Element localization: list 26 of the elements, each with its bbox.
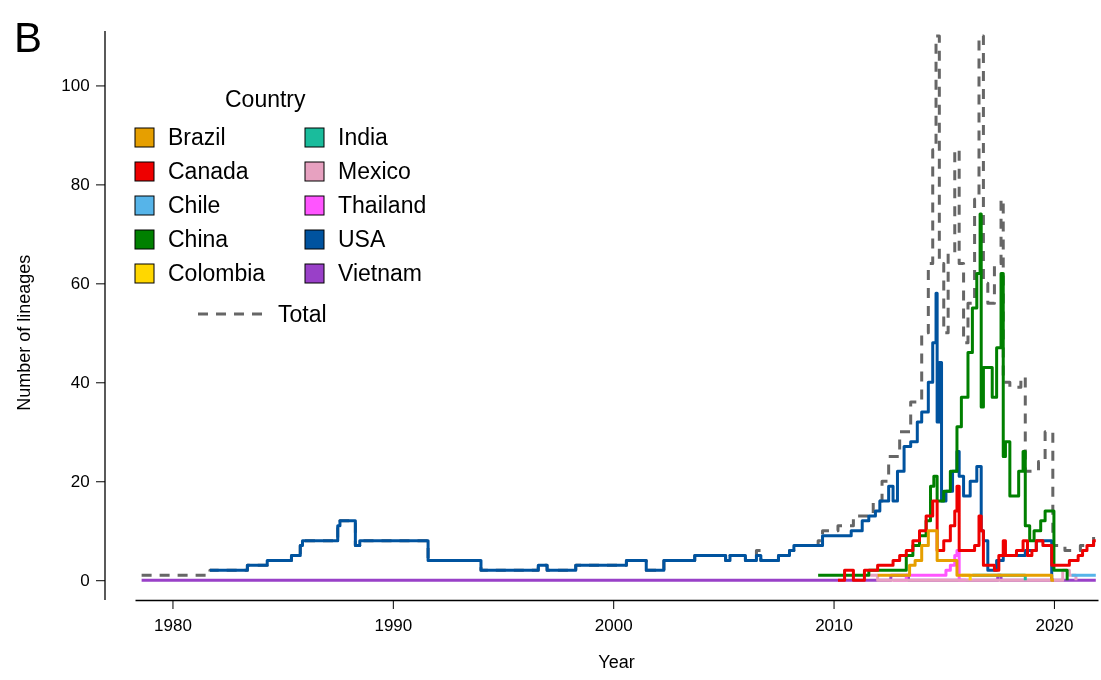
y-tick-label: 60 [70, 274, 90, 294]
y-tick-label: 20 [70, 472, 90, 492]
legend-label: Thailand [338, 192, 427, 218]
legend-title: Country [225, 86, 307, 112]
legend-label: Mexico [338, 158, 411, 184]
y-tick-label: 100 [61, 76, 90, 96]
y-tick-label: 80 [70, 175, 90, 195]
y-axis-title: Number of lineages [14, 254, 34, 411]
x-tick-label: 1980 [154, 615, 192, 635]
x-tick-label: 2000 [594, 615, 633, 635]
legend-label: India [338, 124, 389, 150]
legend-label: Colombia [168, 260, 266, 286]
legend-label: Vietnam [338, 260, 422, 286]
legend-label: Brazil [168, 124, 226, 150]
text: B [14, 14, 43, 61]
legend-label: Canada [168, 158, 249, 184]
x-axis-title: Year [598, 652, 635, 672]
legend-label: Total [278, 301, 327, 327]
x-tick-label: 1990 [374, 615, 413, 635]
legend-label: USA [338, 226, 386, 252]
legend-label: Chile [168, 192, 221, 218]
y-tick-label: 40 [70, 373, 90, 393]
legend-label: China [168, 226, 229, 252]
y-tick-label: 0 [80, 571, 90, 591]
x-tick-label: 2020 [1035, 615, 1074, 635]
x-tick-label: 2010 [815, 615, 853, 635]
